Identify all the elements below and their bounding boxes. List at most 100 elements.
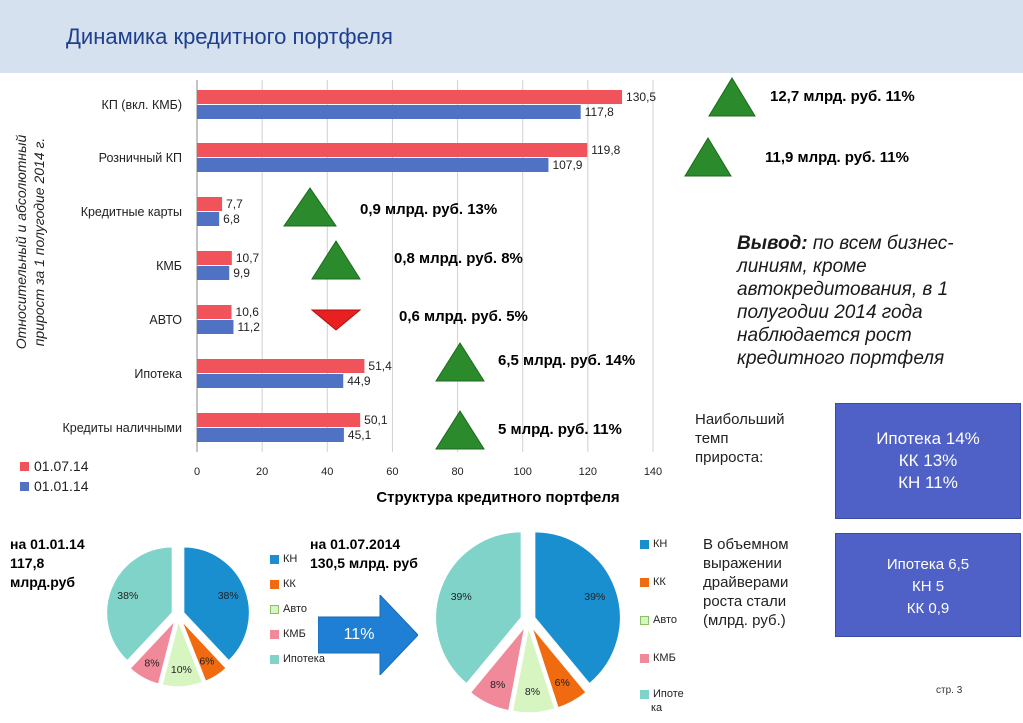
legend-swatch [270,629,279,639]
triangle-up-icon [435,410,485,450]
legend-label: Авто [283,603,307,615]
pie1-title-line: 117,8 [10,555,45,571]
drivers-label-line: драйверами [703,574,789,591]
pie-chart-2014-07: 39% 6% 8% 8% 39% [434,530,622,714]
growth-annotation: 12,7 млрд. руб. 11% [770,88,915,105]
x-tick-label: 40 [321,466,333,478]
drivers-label: В объемном выражении драйверами роста ст… [703,535,789,630]
pie-legend-item: КМБ [270,628,306,640]
pie2-title-line: 130,5 млрд. руб [310,555,418,571]
growth-rate-label: Наибольший темп прироста: [695,410,785,467]
bar-value-label: 51,4 [368,359,392,373]
x-tick-label: 20 [256,466,268,478]
legend-swatch [270,654,279,664]
legend-label: ка [651,702,663,714]
growth-rate-box: Ипотека 14% КК 13% КН 11% [835,403,1021,519]
pie-legend-item: КМБ [640,652,676,664]
pie-legend-item: КК [640,576,666,588]
legend-label: 01.01.14 [34,478,89,494]
bar-2014-07 [197,143,588,157]
triangle-up-icon [435,342,485,382]
legend-label: Ипоте [653,688,684,700]
legend-label: КМБ [653,652,676,664]
pie1-title: на 01.01.14 117,8 млрд.руб [10,535,85,592]
pie-slice-label: 39% [451,591,472,603]
bar-2014-01 [197,428,344,442]
y-category-label: Кредиты наличными [63,421,182,435]
pie-slice [511,626,556,714]
pie-legend-item: Ипотека [270,653,325,665]
bar-2014-07 [197,305,232,319]
x-tick-label: 100 [514,466,532,478]
growth-annotation: 0,8 млрд. руб. 8% [394,250,523,267]
y-axis-title-line2: прирост за 1 полугодие 2014 г. [31,138,47,347]
conclusion-lead: Вывод: [737,233,808,254]
pie-slice-label: 38% [117,590,138,602]
y-category-label: АВТО [149,313,182,327]
x-tick-label: 140 [644,466,662,478]
triangle-up-icon [684,137,732,177]
pie-slice [533,530,622,685]
drivers-label-line: выражении [703,555,782,572]
pie-slice-label: 39% [584,591,605,603]
bar-2014-01 [197,320,234,334]
pie-slice-label: 8% [144,657,159,669]
bar-value-label: 119,8 [591,143,620,157]
legend-swatch [640,615,649,625]
arrow-right-icon [318,595,418,675]
bar-value-label: 45,1 [348,428,372,442]
growth-rate-item: Ипотека 14% [876,429,980,448]
y-category-label: Ипотека [134,367,182,381]
bar-2014-01 [197,158,549,172]
y-category-label: Кредитные карты [81,205,182,219]
pie-slice [434,530,523,685]
pie-slice-label: 6% [555,677,570,689]
bar-2014-07 [197,90,623,104]
legend-label: КК [653,576,666,588]
bar-2014-01 [197,105,581,119]
legend-swatch [640,577,649,587]
header-bar: Динамика кредитного портфеля [0,0,1023,73]
triangle-down-icon [310,309,362,331]
pie-legend-item: Ипоте [640,688,684,700]
growth-rate-label-line: прироста: [695,449,764,466]
growth-annotation: 6,5 млрд. руб. 14% [498,352,636,369]
conclusion-text: Вывод: по всем бизнес-линиям, кроме авто… [737,232,997,370]
legend-swatch [640,539,649,549]
drivers-item: Ипотека 6,5 [886,556,970,573]
growth-rate-item: КН 11% [898,473,958,492]
pie-slice-label: 8% [525,686,540,698]
legend-label: 01.07.14 [34,458,89,474]
bar-value-label: 11,2 [237,320,260,334]
chart-title: Структура кредитного портфеля [376,489,619,506]
legend-swatch [270,554,279,564]
triangle-up-icon [283,187,337,227]
growth-annotation: 11,9 млрд. руб. 11% [765,149,909,166]
x-tick-label: 80 [451,466,463,478]
bar-2014-07 [197,251,232,265]
pie-slice-label: 10% [171,664,192,676]
bar-chart: Относительный и абсолютный прирост за 1 … [13,80,662,506]
bar-2014-01 [197,374,344,388]
pie-slice-label: 8% [490,679,505,691]
pie-slice-label: 6% [199,656,214,668]
drivers-item: КК 0,9 [906,600,950,617]
bar-value-label: 9,9 [233,266,250,280]
x-tick-label: 0 [194,466,200,478]
x-tick-label: 120 [579,466,597,478]
legend-swatch [270,579,279,589]
pie-legend-item: Авто [270,603,307,615]
triangle-up-icon [708,77,756,117]
pie2-title-line: на 01.07.2014 [310,536,401,552]
pie-slice [469,625,526,712]
bar-value-label: 130,5 [626,90,656,104]
legend-label: КМБ [283,628,306,640]
growth-rate-item: КК 13% [898,451,958,470]
growth-annotation: 5 млрд. руб. 11% [498,421,622,438]
drivers-box: Ипотека 6,5 КН 5 КК 0,9 [835,533,1021,637]
page-number: стр. 3 [936,685,963,696]
pie-slice [180,619,228,683]
legend-swatch [20,482,29,491]
conclusion-body: по всем бизнес-линиям, кроме автокредито… [737,233,954,369]
